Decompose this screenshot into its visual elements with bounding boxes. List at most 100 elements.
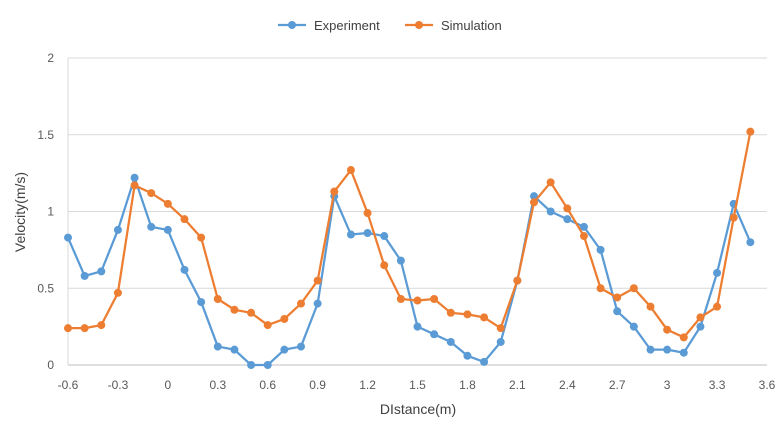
- legend-item-experiment: Experiment: [278, 18, 380, 33]
- data-point-experiment: [696, 322, 705, 331]
- data-point-simulation: [663, 325, 672, 334]
- legend-label-experiment: Experiment: [314, 18, 380, 33]
- data-point-experiment: [446, 337, 455, 346]
- legend-item-simulation: Simulation: [405, 18, 502, 33]
- y-tick-label: 0: [47, 358, 54, 372]
- data-point-simulation: [596, 284, 605, 293]
- data-point-experiment: [346, 230, 355, 239]
- data-point-experiment: [496, 337, 505, 346]
- data-point-simulation: [513, 276, 522, 285]
- data-point-experiment: [130, 173, 139, 182]
- data-point-experiment: [180, 265, 189, 274]
- data-point-simulation: [430, 294, 439, 303]
- data-point-simulation: [646, 302, 655, 311]
- data-point-experiment: [280, 345, 289, 354]
- data-point-simulation: [363, 209, 372, 218]
- data-point-simulation: [563, 204, 572, 213]
- data-point-simulation: [130, 181, 139, 190]
- x-tick-label: -0.3: [108, 378, 129, 392]
- x-tick-label: 0.9: [309, 378, 326, 392]
- data-point-simulation: [729, 213, 738, 222]
- data-point-experiment: [313, 299, 322, 308]
- data-point-experiment: [413, 322, 422, 331]
- x-tick-label: 1.5: [409, 378, 426, 392]
- data-point-simulation: [80, 324, 89, 333]
- data-point-simulation: [480, 313, 489, 322]
- data-point-experiment: [97, 267, 106, 276]
- x-tick-label: 3.3: [709, 378, 726, 392]
- x-tick-label: 3: [664, 378, 671, 392]
- data-point-experiment: [230, 345, 239, 354]
- data-point-simulation: [446, 308, 455, 317]
- data-point-experiment: [396, 256, 405, 265]
- data-point-simulation: [64, 324, 72, 333]
- data-point-simulation: [613, 293, 622, 302]
- x-tick-label: -0.6: [58, 378, 79, 392]
- y-tick-label: 1.5: [37, 128, 54, 142]
- x-tick-label: 0.3: [209, 378, 226, 392]
- x-tick-label: 2.7: [609, 378, 626, 392]
- data-point-experiment: [297, 342, 305, 351]
- data-point-simulation: [713, 302, 722, 311]
- data-point-simulation: [263, 321, 272, 330]
- x-tick-label: 1.8: [459, 378, 476, 392]
- data-point-simulation: [696, 313, 705, 322]
- data-point-experiment: [596, 245, 605, 254]
- data-point-simulation: [629, 284, 638, 293]
- data-point-experiment: [463, 351, 472, 360]
- data-point-experiment: [113, 225, 122, 234]
- x-tick-label: 2.1: [509, 378, 526, 392]
- data-point-experiment: [263, 361, 272, 369]
- data-point-simulation: [280, 314, 289, 323]
- data-point-simulation: [413, 296, 422, 305]
- y-tick-label: 1: [47, 205, 54, 219]
- data-point-simulation: [380, 261, 389, 270]
- data-point-experiment: [64, 233, 72, 242]
- data-point-simulation: [530, 198, 538, 207]
- series-layer: [64, 127, 755, 369]
- data-point-simulation: [313, 276, 322, 285]
- data-point-experiment: [629, 322, 638, 331]
- data-point-experiment: [563, 215, 572, 224]
- data-point-experiment: [480, 357, 489, 366]
- y-tick-label: 0.5: [37, 281, 54, 295]
- data-point-simulation: [163, 199, 172, 208]
- data-point-experiment: [646, 345, 655, 354]
- data-point-simulation: [546, 178, 555, 187]
- data-point-simulation: [113, 288, 122, 297]
- legend: Experiment Simulation: [278, 18, 502, 33]
- x-tick-label: 2.4: [559, 378, 576, 392]
- data-point-experiment: [380, 232, 389, 241]
- data-point-simulation: [97, 321, 106, 330]
- data-point-simulation: [213, 294, 222, 303]
- data-point-experiment: [430, 330, 439, 339]
- series-experiment: [64, 173, 755, 369]
- data-point-simulation: [496, 324, 505, 333]
- data-point-experiment: [663, 345, 672, 354]
- data-point-experiment: [247, 361, 256, 369]
- data-point-experiment: [579, 222, 588, 231]
- data-point-experiment: [80, 271, 89, 280]
- legend-marker-simulation: [415, 21, 423, 29]
- data-point-simulation: [346, 166, 355, 175]
- x-axis-ticks: -0.6 -0.3 0 0.3 0.6 0.9 1.2 1.5 1.8 2.1 2.4 2.7 3 3.3…: [58, 378, 776, 392]
- x-axis-title: DIstance(m): [380, 401, 456, 417]
- x-tick-label: 3.6: [759, 378, 776, 392]
- x-tick-label: 0: [165, 378, 172, 392]
- x-tick-label: 1.2: [359, 378, 376, 392]
- data-point-experiment: [197, 298, 206, 307]
- series-line-experiment: [66, 176, 752, 367]
- data-point-experiment: [613, 307, 622, 316]
- data-point-experiment: [163, 225, 172, 234]
- data-point-simulation: [297, 299, 305, 308]
- y-axis-ticks: 0 0.5 1 1.5 2: [37, 51, 54, 372]
- y-axis-title: Velocity(m/s): [12, 172, 28, 252]
- y-tick-label: 2: [47, 51, 54, 65]
- series-simulation: [64, 127, 755, 342]
- data-point-experiment: [213, 342, 222, 351]
- data-point-simulation: [679, 333, 688, 342]
- data-point-simulation: [463, 310, 472, 319]
- data-point-simulation: [147, 189, 156, 198]
- data-point-experiment: [713, 268, 722, 277]
